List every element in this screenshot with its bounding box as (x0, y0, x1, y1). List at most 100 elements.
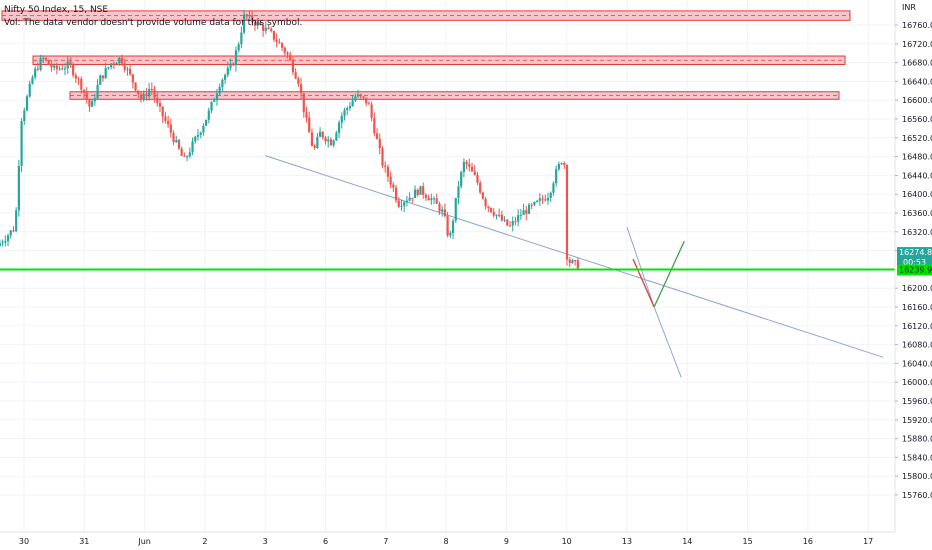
candle-body (574, 260, 577, 262)
time-tick-label: 10 (562, 537, 572, 546)
candle-body (115, 63, 118, 65)
candle-body (245, 14, 248, 17)
candle-body (527, 204, 531, 214)
candle-body (253, 22, 257, 26)
projection-up-leg[interactable] (653, 240, 685, 308)
price-tick-label: 16320.00 (902, 228, 932, 237)
candle-body (69, 61, 72, 65)
candle-body (180, 148, 183, 156)
candle-body (0, 243, 1, 246)
candle-body (226, 67, 229, 75)
candle-body (126, 68, 129, 70)
price-tick-label: 16440.00 (902, 171, 932, 180)
candle-body (139, 94, 143, 99)
candle-body (275, 39, 278, 43)
candle-body (492, 211, 495, 216)
candles (0, 9, 579, 270)
candle-body (261, 25, 265, 31)
candle-body (221, 79, 224, 88)
candle-body (6, 235, 10, 242)
candle-body (487, 206, 490, 208)
price-tick-label: 16120.00 (902, 322, 932, 331)
candle-body (25, 96, 29, 111)
candle-body (172, 132, 175, 143)
projection-lower-line[interactable] (653, 306, 682, 378)
projection-upper-line[interactable] (626, 226, 655, 308)
candle-body (541, 198, 544, 200)
candle-body (511, 221, 514, 226)
candle-body (470, 166, 474, 172)
candle-body (468, 164, 471, 167)
candle-body (495, 214, 498, 216)
candle-body (457, 186, 460, 198)
candle-body (74, 75, 77, 79)
candle-body (435, 198, 438, 204)
candle-body (484, 198, 487, 207)
candle-body (365, 97, 368, 104)
candle-body (12, 230, 15, 232)
candle-body (335, 132, 338, 141)
candle-body (28, 83, 31, 97)
candle-body (514, 221, 517, 223)
candle-body (571, 260, 574, 263)
symbol-title[interactable]: Nifty 50 Index, 15, NSE (4, 5, 108, 15)
candle-body (356, 94, 360, 97)
price-tick-label: 15840.00 (902, 453, 932, 462)
candle-body (522, 210, 525, 215)
candle-body (270, 28, 273, 31)
candle-body (61, 68, 64, 70)
candle-body (96, 84, 99, 99)
candle-body (31, 77, 34, 84)
candle-body (403, 202, 406, 206)
candle-body (77, 78, 80, 80)
candle-body (104, 68, 107, 79)
candle-body (555, 169, 558, 184)
candle-body (318, 131, 322, 137)
candle-body (305, 112, 308, 118)
candle-body (411, 197, 414, 199)
candle-body (196, 134, 200, 137)
support-trendline[interactable] (265, 155, 884, 358)
candle-body (373, 117, 376, 134)
candle-body (525, 210, 528, 214)
candle-body (533, 201, 536, 205)
candle-body (397, 200, 400, 207)
candle-body (506, 219, 509, 226)
projection-down-leg[interactable] (632, 258, 655, 308)
candle-body (362, 96, 365, 98)
candle-body (549, 192, 552, 199)
candle-body (316, 136, 319, 148)
last-price-value: 16274.80 (899, 248, 932, 257)
candle-body (191, 141, 194, 153)
time-tick-label: 16 (803, 537, 813, 546)
candle-body (498, 214, 501, 216)
candle-body (34, 68, 37, 78)
candle-body (186, 156, 189, 158)
candle-body (508, 225, 512, 227)
candle-body (536, 200, 539, 202)
candle-body (63, 68, 67, 70)
price-tick-label: 16040.00 (902, 359, 932, 368)
time-tick-label: 3 (263, 537, 268, 546)
price-tick-label: 16200.00 (902, 284, 932, 293)
time-axis-ticks[interactable]: 30 31 Jun 2 3 6 7 8 9 10 13 14 15 16 17 (19, 537, 873, 546)
candle-body (23, 110, 26, 122)
level-price-badge-bg (897, 264, 932, 276)
candle-body (560, 163, 563, 165)
candle-body (20, 121, 23, 167)
candle-body (199, 132, 202, 135)
candle-body (112, 63, 115, 65)
candle-body (310, 132, 314, 146)
candle-body (329, 139, 333, 146)
candle-body (9, 230, 12, 236)
candle-body (546, 198, 550, 201)
price-tick-label: 16600.00 (902, 96, 932, 105)
candle-body (286, 52, 289, 55)
time-tick-label: 30 (19, 537, 29, 546)
candle-body (479, 182, 482, 193)
candle-body (234, 50, 238, 66)
candle-body (120, 57, 124, 64)
candle-body (291, 60, 295, 73)
price-axis-ticks[interactable]: 16760.00 16720.00 16680.00 16640.00 16600.00… (895, 21, 932, 500)
